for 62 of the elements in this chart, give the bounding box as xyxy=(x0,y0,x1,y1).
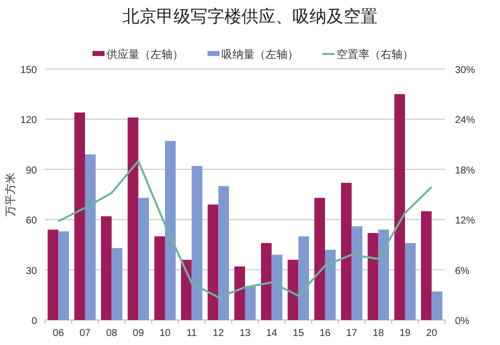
bar xyxy=(368,232,378,320)
bar xyxy=(341,182,352,320)
bar xyxy=(245,286,256,320)
bar xyxy=(128,118,138,320)
bar xyxy=(405,243,416,320)
bar xyxy=(325,250,336,320)
x-tick-label: 20 xyxy=(426,328,438,339)
x-tick-label: 09 xyxy=(132,328,144,339)
bar xyxy=(314,198,325,320)
bar xyxy=(432,292,442,320)
bar xyxy=(154,236,165,320)
y2-tick-label: 0% xyxy=(455,316,470,327)
bar xyxy=(181,260,192,320)
y2-tick-label: 12% xyxy=(455,216,476,227)
x-tick-label: 07 xyxy=(79,328,91,339)
bar xyxy=(378,230,389,320)
bar xyxy=(85,154,96,320)
bar xyxy=(112,248,122,320)
y-tick-label: 60 xyxy=(26,216,38,227)
bar xyxy=(165,140,176,320)
y2-tick-label: 24% xyxy=(455,115,476,126)
y-tick-label: 120 xyxy=(20,115,38,126)
bar xyxy=(261,243,272,320)
x-tick-label: 14 xyxy=(266,328,278,339)
bar xyxy=(58,231,69,320)
bar xyxy=(234,266,245,320)
bar xyxy=(138,198,149,320)
legend-label: 空置率（右轴） xyxy=(336,48,414,61)
x-tick-label: 13 xyxy=(239,328,251,339)
bar xyxy=(394,94,405,320)
bar xyxy=(48,230,58,320)
legend-label: 吸纳量（左轴） xyxy=(222,48,298,61)
x-tick-label: 18 xyxy=(372,328,384,339)
y-axis-title: 万平方米 xyxy=(4,172,17,216)
x-tick-label: 17 xyxy=(346,328,358,339)
bar xyxy=(208,204,218,320)
legend-label: 供应量（左轴） xyxy=(106,48,184,61)
y2-tick-label: 6% xyxy=(455,266,470,277)
y-tick-label: 150 xyxy=(20,65,38,76)
x-tick-label: 08 xyxy=(106,328,118,339)
bar xyxy=(101,216,112,320)
x-tick-label: 11 xyxy=(186,328,198,339)
bar xyxy=(352,226,362,320)
y-tick-label: 0 xyxy=(31,316,38,327)
bar xyxy=(74,112,85,320)
bar xyxy=(288,260,298,320)
bar xyxy=(298,236,309,320)
bar xyxy=(192,166,202,320)
y2-tick-label: 18% xyxy=(455,165,476,176)
bar xyxy=(421,211,432,320)
x-tick-label: 16 xyxy=(319,328,331,339)
x-tick-label: 12 xyxy=(212,328,224,339)
bar xyxy=(272,254,282,320)
x-tick-label: 06 xyxy=(52,328,64,339)
y-tick-label: 30 xyxy=(26,266,38,277)
x-tick-label: 19 xyxy=(399,328,411,339)
x-tick-label: 10 xyxy=(159,328,171,339)
chart-title: 北京甲级写字楼供应、吸纳及空置 xyxy=(122,7,378,26)
y2-tick-label: 30% xyxy=(455,65,476,76)
x-tick-label: 15 xyxy=(292,328,304,339)
bar xyxy=(218,186,229,320)
y-tick-label: 90 xyxy=(26,165,38,176)
